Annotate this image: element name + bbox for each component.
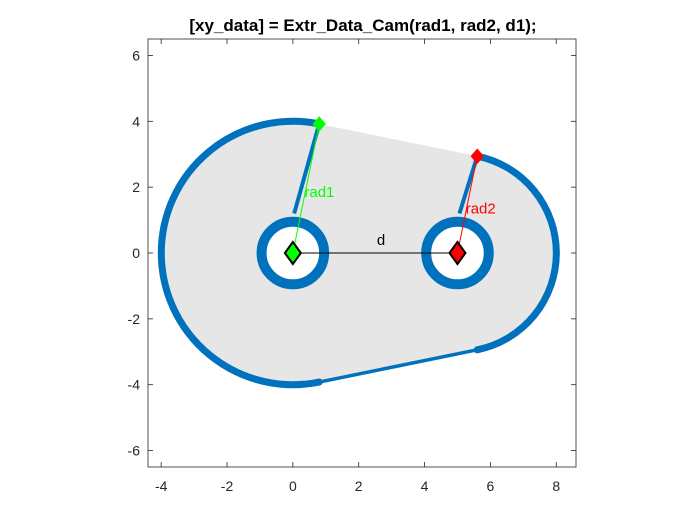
d-label: d (377, 232, 385, 249)
x-tick-label: 8 (552, 478, 560, 494)
y-tick-label: 4 (132, 113, 140, 129)
x-tick-label: 2 (355, 478, 363, 494)
axes: -4 -2 0 2 4 6 8 -6 -4 -2 0 2 4 6 (128, 38, 577, 494)
tangent-point-1-marker (312, 116, 326, 132)
x-tick-label: -4 (155, 478, 168, 494)
rad1-line (292, 123, 320, 254)
x-tick-label: -2 (221, 478, 234, 494)
radius-2-bar (457, 155, 480, 215)
y-tick-label: 2 (132, 179, 140, 195)
center1-marker (283, 240, 303, 266)
y-tick-label: -6 (128, 443, 141, 459)
chart-title: [xy_data] = Extr_Data_Cam(rad1, rad2, d1… (189, 16, 536, 35)
x-tick-label: 0 (289, 478, 297, 494)
small-arc-outline (473, 152, 560, 354)
large-arc-outline (157, 117, 323, 389)
y-tick-label: -4 (128, 377, 141, 393)
rad1-label: rad1 (304, 184, 334, 201)
x-tick-label: 6 (487, 478, 495, 494)
center2-marker (448, 240, 467, 266)
rad2-label: rad2 (466, 200, 496, 217)
x-tick-label: 4 (421, 478, 429, 494)
y-tick-label: -2 (128, 311, 141, 327)
lower-tangent-line (317, 348, 479, 384)
y-tick-label: 0 (132, 245, 140, 261)
radius-1-bar (292, 123, 322, 215)
rad2-line (456, 156, 478, 254)
y-tick-label: 6 (132, 47, 140, 63)
diagram-marks: rad1 rad2 d (157, 116, 560, 389)
tangent-point-2-marker (470, 148, 484, 164)
